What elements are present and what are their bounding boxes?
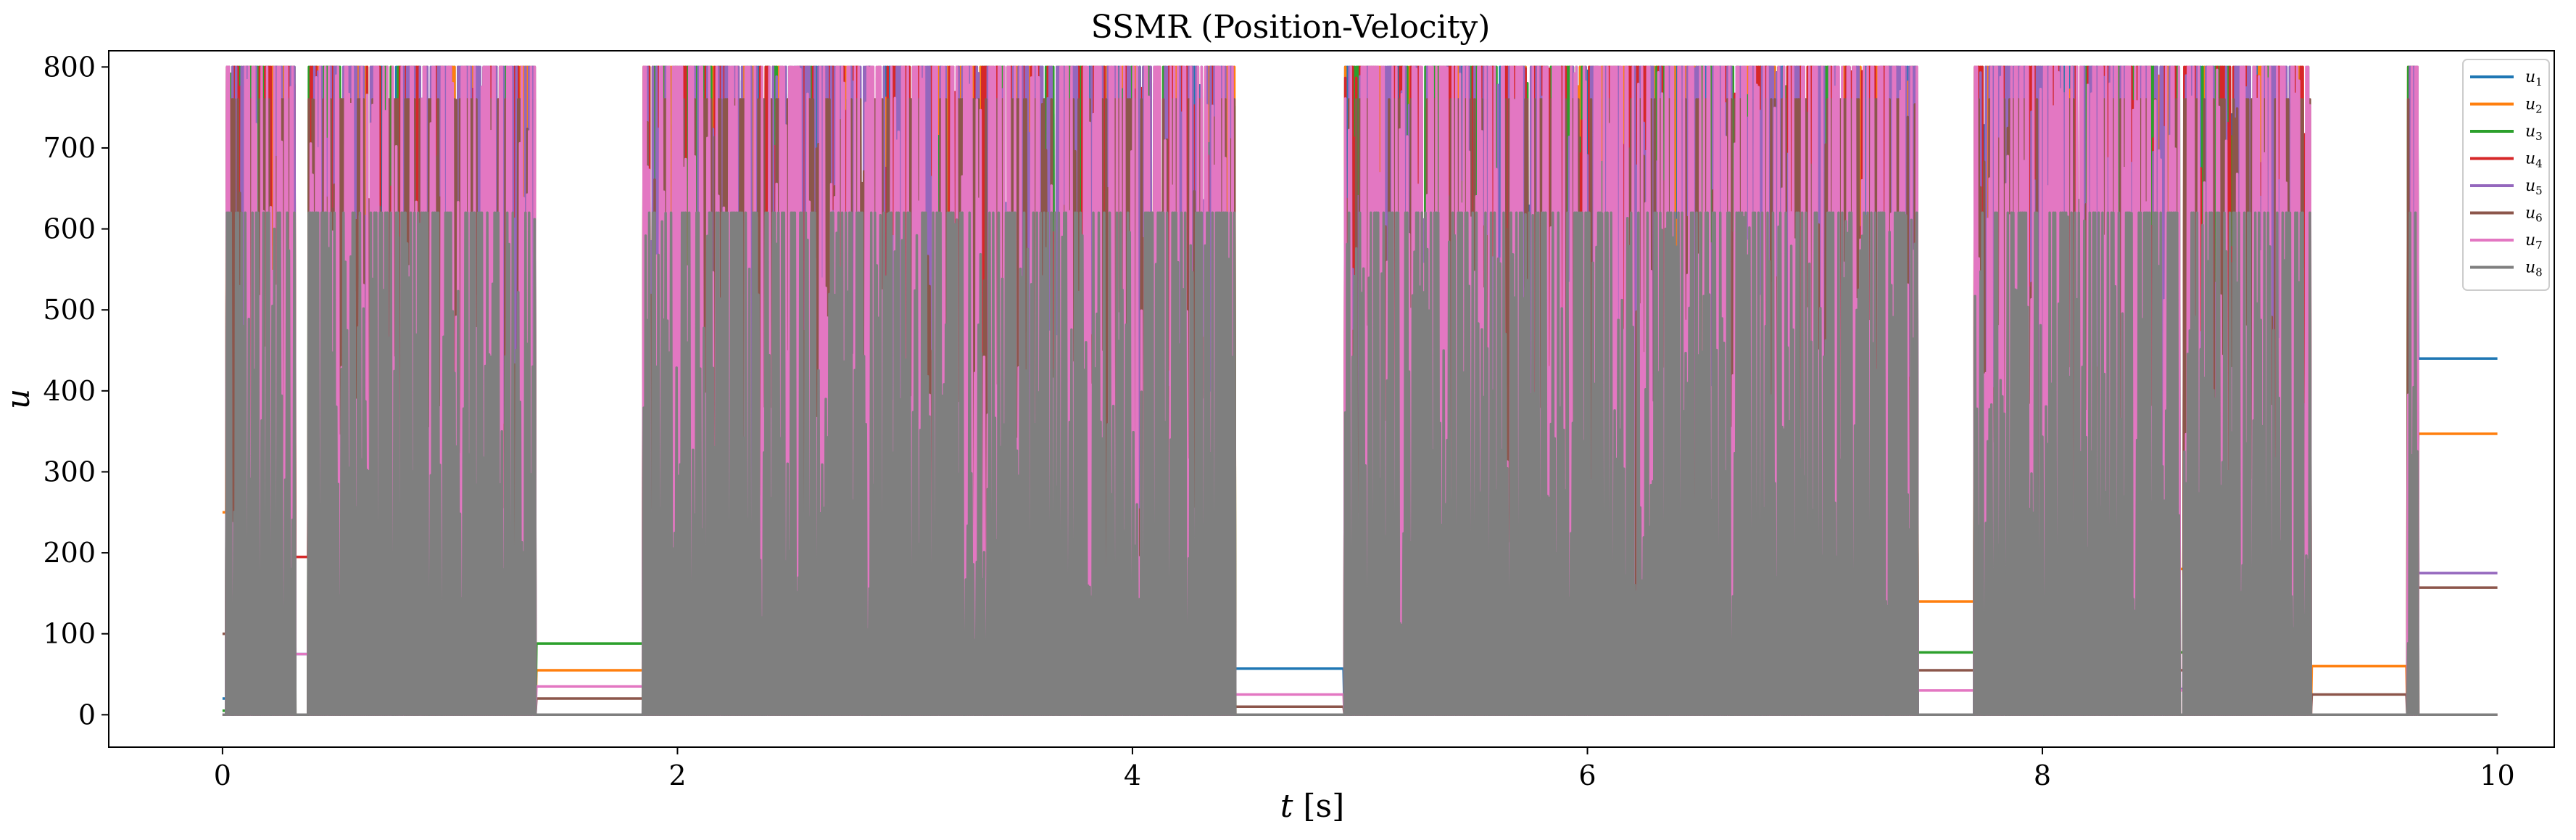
y-tick-label: 700 bbox=[43, 132, 96, 164]
y-tick-label: 300 bbox=[43, 456, 96, 487]
y-tick-label: 100 bbox=[43, 618, 96, 650]
series-layer bbox=[222, 65, 2498, 717]
legend-frame bbox=[2462, 59, 2550, 291]
x-tick-label: 8 bbox=[2034, 759, 2051, 791]
y-axis-ticks: 0 100 200 300 400 500 600 700 800 bbox=[43, 51, 109, 730]
y-tick-label: 800 bbox=[43, 51, 96, 83]
x-tick-label: 4 bbox=[1124, 759, 1141, 791]
y-axis-label: u bbox=[0, 389, 37, 409]
legend-label-u3: u3 bbox=[2525, 123, 2543, 143]
y-tick-label: 200 bbox=[43, 537, 96, 569]
plot-area-frame bbox=[108, 50, 2555, 748]
legend-label-u7: u7 bbox=[2525, 231, 2543, 252]
chart-title: SSMR (Position-Velocity) bbox=[1091, 9, 1491, 46]
legend-label-u5: u5 bbox=[2525, 177, 2543, 197]
y-tick-label: 600 bbox=[43, 213, 96, 245]
x-axis-label-variable: t bbox=[1280, 788, 1293, 825]
y-tick-label: 0 bbox=[78, 699, 96, 730]
series-line-u8 bbox=[222, 211, 2498, 717]
legend-label-u2: u2 bbox=[2525, 96, 2543, 116]
x-axis-ticks: 0 2 4 6 8 10 bbox=[214, 747, 2515, 791]
legend-label-u1: u1 bbox=[2525, 68, 2543, 88]
x-axis-label: t [s] bbox=[1280, 788, 1345, 825]
x-tick-label: 2 bbox=[668, 759, 686, 791]
y-tick-label: 400 bbox=[43, 375, 96, 407]
y-tick-label: 500 bbox=[43, 294, 96, 326]
x-tick-label: 10 bbox=[2480, 759, 2514, 791]
legend-label-u8: u8 bbox=[2525, 259, 2543, 279]
x-axis-label-unit: [s] bbox=[1303, 788, 1344, 825]
x-tick-label: 0 bbox=[214, 759, 231, 791]
legend-label-u4: u4 bbox=[2525, 150, 2543, 170]
legend: u1 u2 u3 u4 u5 u6 u7 u8 bbox=[2462, 59, 2550, 291]
x-tick-label: 6 bbox=[1578, 759, 1596, 791]
legend-label-u6: u6 bbox=[2525, 205, 2543, 225]
